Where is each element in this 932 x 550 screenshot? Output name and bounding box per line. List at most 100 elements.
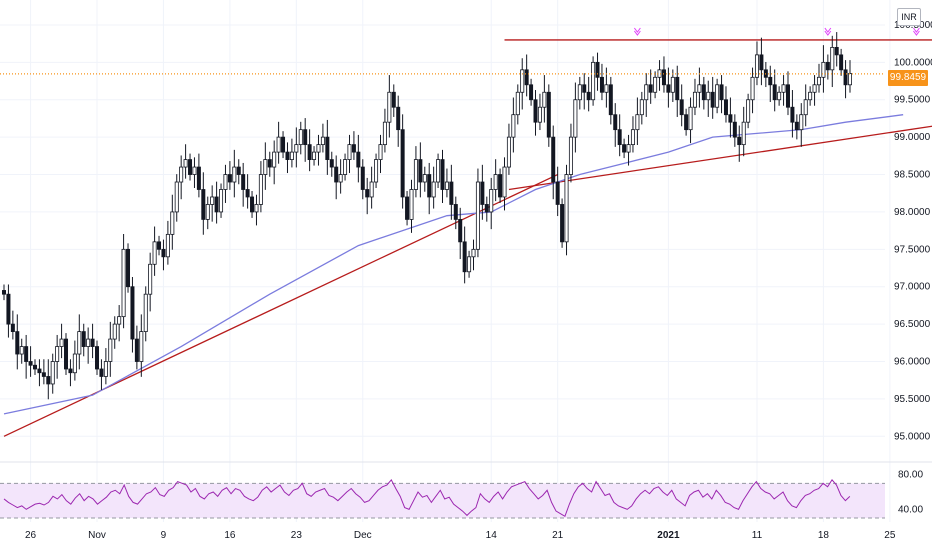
candle-body [582, 84, 587, 93]
candle-body [19, 346, 24, 355]
candle-body [502, 166, 507, 198]
candle-body [777, 91, 782, 101]
candle-body [493, 174, 498, 190]
candle-body [768, 76, 773, 86]
candle-body [201, 189, 206, 220]
candle-body [387, 91, 392, 123]
y-tick-label: 97.0000 [894, 282, 931, 293]
candle-body [471, 248, 476, 258]
candle-body [281, 136, 286, 153]
candle-body [675, 76, 680, 101]
candle-body [794, 121, 799, 131]
candle-body [608, 84, 613, 116]
candle-body [537, 106, 542, 123]
candle-body [356, 151, 361, 168]
candle-body [121, 248, 126, 318]
candle-body [741, 121, 746, 146]
candle-body [697, 84, 702, 93]
candle-body [86, 338, 91, 347]
y-tick-label: 95.0000 [894, 431, 931, 442]
candle-body [161, 248, 166, 258]
candle-body [511, 114, 516, 138]
candle-body [351, 144, 356, 153]
candle-body [179, 166, 184, 183]
candle-body [183, 159, 188, 168]
x-tick-label: 23 [291, 530, 303, 541]
currency-label[interactable]: INR [897, 8, 921, 26]
candle-body [737, 136, 742, 146]
candle-body [573, 99, 578, 138]
candle-body [653, 76, 658, 93]
candle-body [834, 46, 839, 56]
candle-body [825, 61, 830, 71]
y-tick-label: 97.5000 [894, 244, 931, 255]
candle-body [347, 144, 352, 160]
y-tick-label: 98.5000 [894, 170, 931, 181]
time-axis[interactable]: 26 Nov 9 16 23 Dec 14 21 2021 11 18 25 [25, 530, 896, 541]
candle-body [816, 76, 821, 86]
candle-body [723, 99, 728, 116]
candle-body [440, 159, 445, 190]
peak-marker-icon [824, 27, 832, 36]
candle-body [396, 106, 401, 131]
candle-body [81, 331, 86, 347]
candle-body [560, 204, 565, 243]
candle-body [715, 84, 720, 108]
x-tick-label: 2021 [657, 530, 680, 541]
last-price-badge: 99.8459 [888, 70, 928, 86]
candle-body [236, 166, 241, 175]
candle-body [684, 114, 689, 131]
candle-body [157, 241, 162, 250]
candle-body [391, 91, 396, 108]
candle-body [15, 331, 20, 355]
candle-body [148, 263, 153, 295]
candle-body [626, 144, 631, 153]
candle-body [489, 189, 494, 213]
candle-body [568, 136, 573, 175]
candle-body [679, 99, 684, 116]
candle-body [728, 114, 733, 123]
rsi-tick-label: 40.00 [898, 504, 923, 515]
candle-body [843, 69, 848, 86]
candle-body [444, 181, 449, 190]
candle-body [320, 136, 325, 146]
candle-body [564, 174, 569, 243]
rsi-band [0, 482, 885, 519]
candle-body [196, 166, 201, 190]
peak-marker-icon [633, 27, 641, 36]
candle-body [263, 159, 268, 175]
candle-body [427, 174, 432, 198]
x-tick-label: Nov [88, 530, 106, 541]
candle-body [192, 166, 197, 175]
candle-body [205, 204, 210, 220]
candle-body [422, 174, 427, 183]
candle-body [343, 159, 348, 175]
candle-body [316, 144, 321, 153]
x-tick-label: Dec [354, 530, 372, 541]
x-tick-label: 25 [884, 530, 896, 541]
candle-body [6, 293, 11, 325]
candle-body [719, 84, 724, 101]
candle-body [803, 99, 808, 116]
x-tick-label: 9 [161, 530, 167, 541]
candle-body [591, 61, 596, 101]
grid [0, 0, 891, 522]
candle-body [188, 159, 193, 175]
y-tick-label: 96.5000 [894, 319, 931, 330]
x-tick-label: 16 [224, 530, 236, 541]
candle-body [750, 76, 755, 101]
candle-body [41, 372, 46, 377]
moving-average [3, 114, 904, 415]
candle-body [542, 91, 547, 108]
candle-body [639, 99, 644, 116]
candle-body [781, 84, 786, 93]
candle-body [37, 368, 42, 374]
candle-body [688, 106, 693, 131]
candle-body [692, 91, 697, 108]
trendline-support-upper [508, 125, 932, 191]
candle-body [289, 151, 294, 160]
candle-body [821, 61, 826, 78]
y-tick-label: 99.5000 [894, 95, 931, 106]
candle-body [108, 338, 113, 362]
